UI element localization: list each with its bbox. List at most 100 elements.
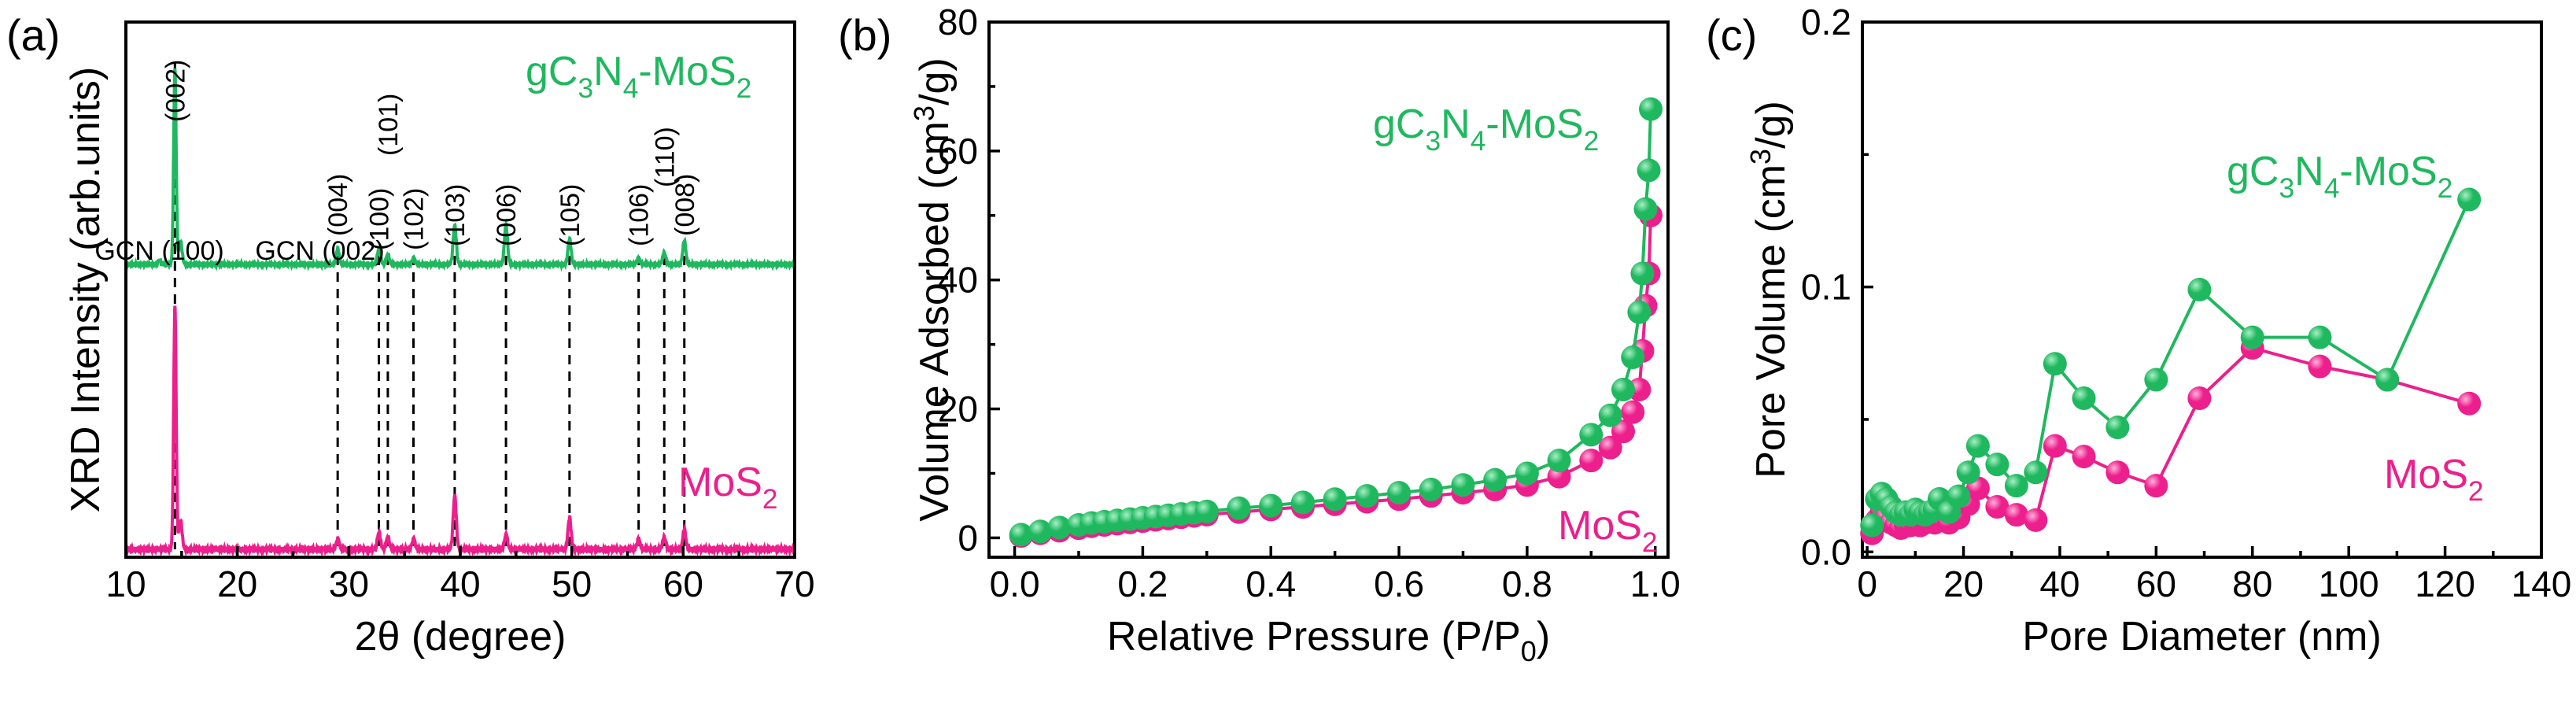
data-point-gC3N4-MoS2	[1627, 300, 1652, 324]
data-point-gC3N4-MoS2	[1947, 484, 1971, 508]
plot-frame	[987, 20, 1670, 559]
data-point-gC3N4-MoS2	[1323, 487, 1347, 512]
label-mid: N	[593, 49, 623, 94]
y-axis-title-sup: 3	[908, 105, 940, 121]
label-sub: 4	[1471, 126, 1486, 157]
y-axis-title-sup: 3	[1744, 149, 1777, 164]
data-point-gC3N4-MoS2	[2375, 368, 2400, 392]
data-point-MoS2	[2004, 503, 2028, 527]
peak-label: (002)	[161, 60, 190, 122]
data-point-gC3N4-MoS2	[2105, 416, 2130, 440]
data-point-gC3N4-MoS2	[2043, 352, 2067, 376]
y-tick-label: 0.2	[1801, 2, 1851, 42]
data-point-gC3N4-MoS2	[1630, 261, 1655, 286]
data-point-gC3N4-MoS2	[1451, 473, 1475, 497]
data-point-gC3N4-MoS2	[2457, 187, 2482, 212]
data-point-gC3N4-MoS2	[1515, 461, 1539, 486]
x-axis-title: 2θ (degree)	[355, 614, 566, 660]
peak-label: (110)	[650, 127, 680, 187]
series-line-gC3N4-MoS2	[124, 68, 796, 272]
data-point-gC3N4-MoS2	[1639, 97, 1663, 121]
x-axis-title: Relative Pressure (P/P0)	[1107, 614, 1550, 667]
label-sub: 3	[1425, 126, 1441, 157]
x-tick-label: 0.2	[1117, 563, 1168, 604]
label-main: MoS	[1558, 503, 1642, 549]
label-sub: 2	[1584, 126, 1600, 157]
y-axis-title: Volume Adsorbed (cm3/g)	[908, 57, 958, 521]
data-point-gC3N4-MoS2	[1028, 519, 1053, 544]
x-tick-label: 60	[663, 563, 703, 604]
data-point-gC3N4-MoS2	[1956, 460, 1980, 485]
peak-label: (106)	[625, 184, 655, 246]
label-tail: -MoS	[1485, 102, 1583, 147]
data-point-MoS2	[1579, 449, 1604, 473]
data-point-MoS2	[1985, 495, 2010, 519]
x-tick-label: 100	[2319, 563, 2379, 604]
peak-label: (008)	[670, 174, 700, 236]
data-point-gC3N4-MoS2	[1579, 423, 1604, 447]
series-label-MoS2: MoS2	[678, 460, 778, 515]
data-point-gC3N4-MoS2	[1387, 481, 1412, 505]
y-tick-label: 40	[938, 260, 978, 301]
y-axis-title: Pore Volume (cm3/g)	[1744, 101, 1794, 478]
panel-b: 0.0 0.2 0.4 0.6 0.8 1.0020406080gC3N4-MoS2MoS…	[838, 2, 1681, 667]
y-tick-label: 0.0	[1801, 531, 1851, 572]
peak-label: (100)	[365, 188, 395, 250]
x-tick-label: 40	[440, 563, 480, 604]
label-main: gC	[526, 49, 578, 94]
series-label-MoS2: MoS2	[2384, 452, 2484, 507]
x-tick-label: 120	[2415, 563, 2475, 604]
label-tail: -MoS	[638, 49, 736, 94]
data-point-gC3N4-MoS2	[2072, 386, 2096, 411]
data-point-gC3N4-MoS2	[1598, 403, 1622, 427]
data-point-MoS2	[1621, 400, 1645, 424]
label-mid: N	[2294, 149, 2324, 194]
data-point-MoS2	[2308, 354, 2332, 379]
y-axis-title: XRD Intensity (arb.units)	[63, 67, 109, 512]
x-tick-label: 20	[217, 563, 257, 604]
y-tick-label: 0	[958, 517, 978, 558]
data-point-gC3N4-MoS2	[2187, 278, 2212, 301]
data-point-MoS2	[2043, 434, 2067, 458]
data-point-MoS2	[2024, 508, 2048, 532]
x-axis-title-sub: 0	[1521, 635, 1537, 667]
data-point-gC3N4-MoS2	[2240, 325, 2264, 349]
x-axis-title-tail: )	[1537, 614, 1550, 660]
data-point-gC3N4-MoS2	[2308, 325, 2332, 349]
y-axis-title-tail: /g)	[1748, 101, 1794, 149]
data-point-gC3N4-MoS2	[1227, 496, 1251, 520]
data-point-gC3N4-MoS2	[1985, 453, 2010, 477]
data-point-MoS2	[2187, 386, 2212, 411]
label-tail: -MoS	[2339, 149, 2437, 194]
label-sub: 2	[736, 73, 752, 104]
label-sub: 3	[2279, 173, 2294, 204]
peak-label: (101)	[374, 94, 404, 156]
data-point-gC3N4-MoS2	[1047, 515, 1072, 540]
x-axis-title-main: Relative Pressure (P/P	[1107, 614, 1521, 660]
x-axis-title: Pore Diameter (nm)	[2022, 614, 2382, 660]
label-mid: N	[1441, 102, 1471, 147]
x-tick-label: 0.8	[1502, 563, 1552, 604]
y-tick-label: 20	[938, 389, 978, 430]
y-axis-title-main: Pore Volume (cm	[1748, 164, 1794, 478]
label-sub: 2	[2468, 476, 2484, 507]
data-point-gC3N4-MoS2	[1483, 467, 1508, 492]
panel-label: (c)	[1706, 10, 1757, 60]
x-tick-label: 0.4	[1246, 563, 1296, 604]
x-tick-label: 0	[1857, 563, 1877, 604]
data-point-MoS2	[1598, 435, 1622, 460]
y-axis-title-main: Volume Adsorbed (cm	[912, 121, 958, 522]
y-tick-label: 60	[938, 131, 978, 172]
data-point-gC3N4-MoS2	[1637, 158, 1661, 183]
data-point-gC3N4-MoS2	[1290, 490, 1315, 515]
data-point-gC3N4-MoS2	[1621, 345, 1645, 370]
x-tick-label: 60	[2136, 563, 2176, 604]
data-point-gC3N4-MoS2	[1547, 449, 1571, 473]
data-point-gC3N4-MoS2	[1860, 513, 1884, 538]
y-tick-label: 0.1	[1801, 267, 1851, 308]
peak-label: GCN (002)	[255, 236, 384, 266]
series-label-gC3N4-MoS2: gC3N4-MoS2	[2227, 149, 2452, 204]
label-sub: 2	[2438, 173, 2453, 204]
x-tick-label: 40	[2039, 563, 2080, 604]
